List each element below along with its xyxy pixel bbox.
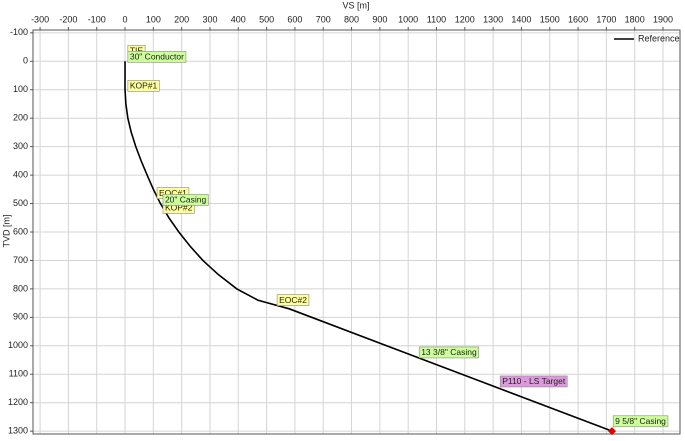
y-tick-label: 800 bbox=[13, 283, 28, 293]
y-tick-label: 700 bbox=[13, 255, 28, 265]
y-tick-label: 1300 bbox=[8, 426, 28, 436]
annotation-label: 9 5/8" Casing bbox=[615, 416, 666, 426]
annotation-label: KOP#1 bbox=[130, 81, 158, 91]
y-tick-label: 600 bbox=[13, 226, 28, 236]
x-tick-label: 900 bbox=[372, 14, 387, 24]
legend-label: Reference bbox=[638, 33, 680, 43]
series-line bbox=[124, 61, 613, 432]
x-tick-label: 700 bbox=[316, 14, 331, 24]
x-tick-label: 400 bbox=[231, 14, 246, 24]
annotation-label: EOC#1 bbox=[159, 188, 187, 198]
x-tick-label: -300 bbox=[31, 14, 49, 24]
y-tick-label: 1000 bbox=[8, 340, 28, 350]
y-tick-label: -100 bbox=[10, 27, 28, 37]
x-tick-label: 1400 bbox=[511, 14, 531, 24]
x-tick-label: 100 bbox=[146, 14, 161, 24]
x-axis-title: VS [m] bbox=[342, 0, 369, 10]
annotation: 13 3/8" Casing bbox=[418, 346, 480, 359]
y-tick-label: 1200 bbox=[8, 397, 28, 407]
annotation-label: TIE bbox=[130, 46, 144, 56]
annotation-box bbox=[276, 294, 310, 306]
x-tick-label: 1200 bbox=[455, 14, 475, 24]
x-tick-label: 600 bbox=[287, 14, 302, 24]
target-marker bbox=[608, 427, 617, 436]
x-tick-label: 1700 bbox=[596, 14, 616, 24]
annotation-box bbox=[418, 346, 480, 359]
annotation: EOC#2 bbox=[276, 294, 310, 306]
y-tick-label: 300 bbox=[13, 141, 28, 151]
annotation: KOP#1 bbox=[127, 80, 160, 92]
annotation-label: EOC#2 bbox=[279, 295, 307, 305]
annotation: 30" Conductor bbox=[127, 51, 187, 63]
annotation-label: KOP#2 bbox=[165, 203, 193, 213]
annotation-box bbox=[127, 80, 160, 92]
x-tick-label: 500 bbox=[259, 14, 274, 24]
x-tick-label: 800 bbox=[344, 14, 359, 24]
x-tick-label: 200 bbox=[174, 14, 189, 24]
x-tick-label: 0 bbox=[123, 14, 128, 24]
annotation-label: 13 3/8" Casing bbox=[421, 347, 477, 357]
y-tick-label: 500 bbox=[13, 198, 28, 208]
x-tick-label: 1900 bbox=[653, 14, 673, 24]
x-tick-label: -200 bbox=[59, 14, 77, 24]
annotation-box bbox=[499, 375, 568, 388]
annotation: P110 - LS Target bbox=[499, 375, 568, 388]
annotation-box bbox=[127, 51, 187, 63]
annotation-label: 20" Casing bbox=[165, 195, 207, 205]
x-tick-label: 1600 bbox=[568, 14, 588, 24]
annotation-label: 30" Conductor bbox=[130, 52, 184, 62]
y-tick-label: 0 bbox=[23, 56, 28, 66]
annotation: 20" Casing bbox=[162, 194, 209, 206]
y-tick-label: 200 bbox=[13, 113, 28, 123]
y-tick-label: 1100 bbox=[9, 369, 28, 379]
annotation-label: P110 - LS Target bbox=[502, 376, 566, 386]
x-tick-label: 300 bbox=[202, 14, 217, 24]
x-tick-label: 1000 bbox=[398, 14, 418, 24]
x-tick-label: 1300 bbox=[483, 14, 503, 24]
x-tick-label: -100 bbox=[88, 14, 106, 24]
x-tick-label: 1500 bbox=[540, 14, 560, 24]
annotation: 9 5/8" Casing bbox=[612, 415, 669, 428]
annotation-box bbox=[612, 415, 669, 428]
y-tick-label: 400 bbox=[13, 169, 28, 179]
annotation-box bbox=[162, 194, 209, 206]
y-axis-title: TVD [m] bbox=[1, 215, 11, 248]
y-tick-label: 900 bbox=[13, 312, 28, 322]
x-tick-label: 1800 bbox=[625, 14, 645, 24]
y-tick-label: 100 bbox=[13, 84, 28, 94]
x-tick-label: 1100 bbox=[427, 14, 446, 24]
plot-frame bbox=[32, 29, 681, 435]
